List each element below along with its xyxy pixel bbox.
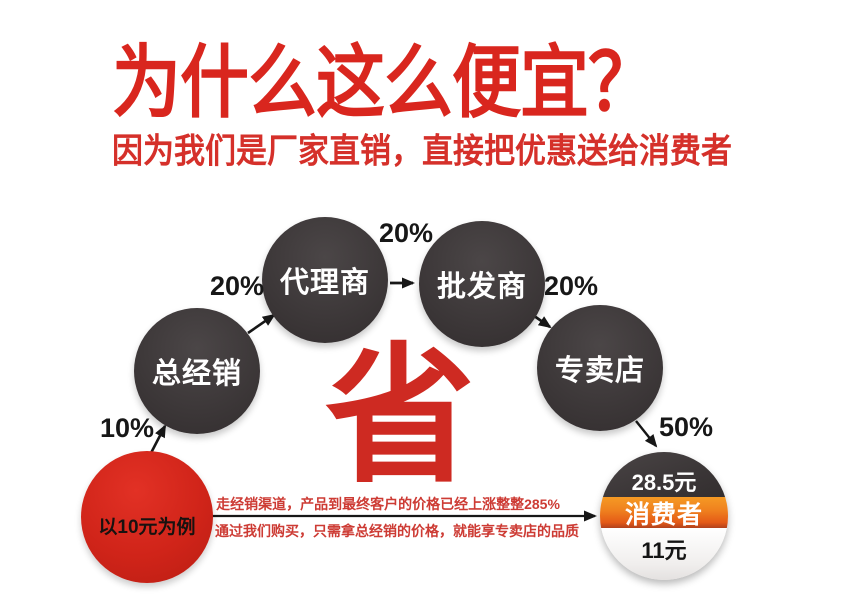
node-specialty-store: 专卖店 — [537, 305, 663, 431]
node-agent: 代理商 — [262, 217, 388, 343]
source-price-circle: 以10元为例 — [81, 451, 213, 583]
node-general-distributor-label: 总经销 — [151, 358, 242, 390]
consumer-price-circle: 28.5元 消费者 11元 — [600, 452, 728, 580]
markup-agent-to-wholesaler: 20% — [378, 218, 434, 248]
arrow-distributor-to-agent-icon — [247, 313, 276, 335]
page-title: 为什么这么便宜？ — [112, 38, 657, 128]
markup-wholesaler-to-store: 20% — [543, 271, 599, 301]
node-general-distributor: 总经销 — [134, 308, 260, 434]
node-specialty-store-label: 专卖店 — [554, 355, 645, 387]
node-agent-label: 代理商 — [279, 267, 370, 299]
consumer-channel-price: 28.5元 — [600, 452, 728, 497]
save-highlight-character: 省 — [325, 332, 476, 500]
source-price-label: 以10元为例 — [98, 516, 196, 538]
markup-store-to-consumer: 50% — [658, 412, 714, 442]
arrow-store-to-consumer-icon — [635, 420, 658, 448]
note-channel-price: 走经销渠道，产品到最终客户的价格已经上涨整整285% — [216, 496, 560, 512]
consumer-label: 消费者 — [600, 497, 728, 529]
consumer-direct-price: 11元 — [600, 528, 728, 580]
markup-distributor-to-agent: 20% — [209, 271, 265, 301]
page-subtitle: 因为我们是厂家直销，直接把优惠送给消费者 — [112, 131, 732, 171]
node-wholesaler-label: 批发商 — [436, 271, 527, 303]
node-wholesaler: 批发商 — [419, 221, 545, 347]
note-direct-price: 通过我们购买，只需拿总经销的价格，就能享专卖店的品质 — [215, 523, 579, 539]
markup-factory-to-distributor: 10% — [99, 413, 155, 443]
